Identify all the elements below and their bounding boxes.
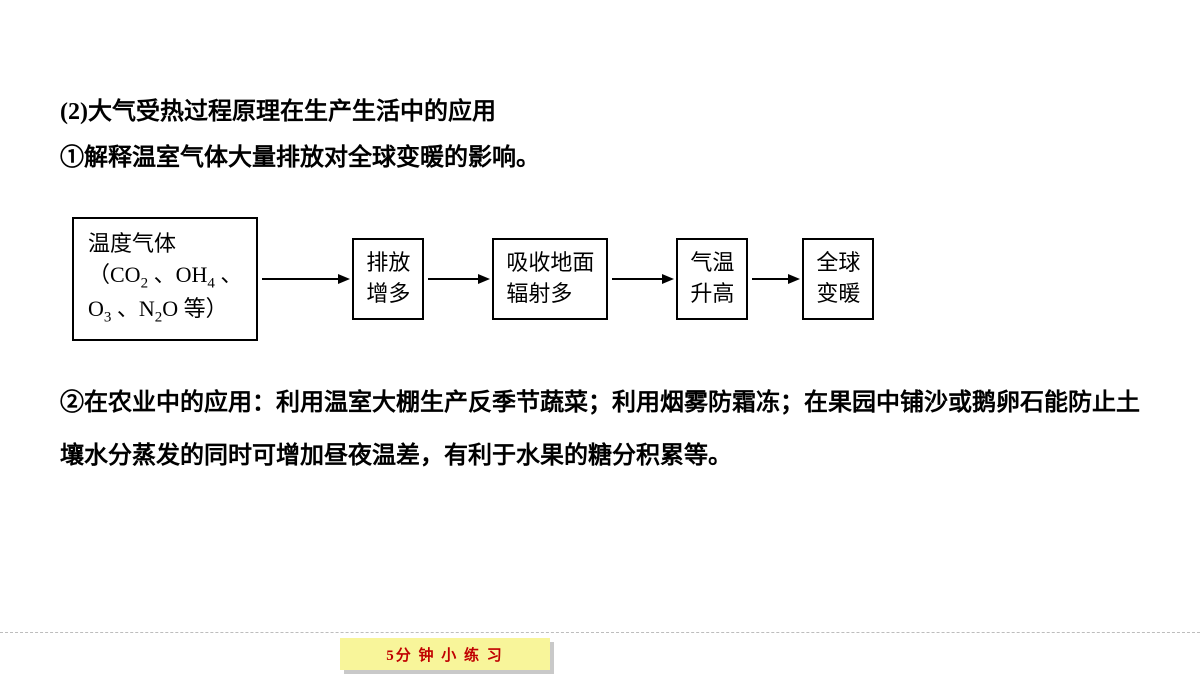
flow-node-temperature-rise: 气温 升高 — [676, 238, 748, 320]
heading-line-1: (2)大气受热过程原理在生产生活中的应用 — [60, 90, 1140, 136]
n1l3-post: O 等） — [162, 296, 227, 321]
n1l2-sub1: 2 — [141, 275, 149, 291]
flow-node-absorb-radiation: 吸收地面 辐射多 — [492, 238, 608, 320]
n1l2-sub2: 4 — [207, 275, 215, 291]
n3l2: 辐射多 — [506, 279, 594, 310]
flow-node-greenhouse-gases: 温度气体 （CO2 、OH4 、 O3 、N2O 等） — [72, 217, 258, 341]
n4l2: 升高 — [690, 279, 734, 310]
n1l2-post: 、 — [215, 262, 243, 287]
node1-line3: O3 、N2O 等） — [88, 294, 242, 328]
n1l2-pre: （CO — [88, 262, 141, 287]
n2l1: 排放 — [366, 248, 410, 279]
heading-line-2: ①解释温室气体大量排放对全球变暖的影响。 — [60, 136, 1140, 182]
footer-divider: 5分 钟 小 练 习 — [0, 632, 1200, 670]
arrow-4 — [750, 269, 800, 289]
n5l2: 变暖 — [816, 279, 860, 310]
footer-label: 5分 钟 小 练 习 — [386, 644, 504, 665]
flowchart: 温度气体 （CO2 、OH4 、 O3 、N2O 等） 排放 增多 吸收地面 辐… — [72, 217, 1140, 341]
n4l1: 气温 — [690, 248, 734, 279]
flow-node-emission-increase: 排放 增多 — [352, 238, 424, 320]
arrow-1 — [260, 269, 350, 289]
n1l2-mid: 、OH — [148, 262, 207, 287]
n1l3-pre: O — [88, 296, 104, 321]
node1-line1: 温度气体 — [88, 229, 242, 260]
footer-practice-box: 5分 钟 小 练 习 — [340, 638, 550, 670]
application-paragraph: ②在农业中的应用：利用温室大棚生产反季节蔬菜；利用烟雾防霜冻；在果园中铺沙或鹅卵… — [60, 377, 1140, 483]
n1l3-mid: 、N — [111, 296, 154, 321]
n2l2: 增多 — [366, 279, 410, 310]
n5l1: 全球 — [816, 248, 860, 279]
arrow-2 — [426, 269, 490, 289]
node1-line2: （CO2 、OH4 、 — [88, 260, 242, 294]
flow-node-global-warming: 全球 变暖 — [802, 238, 874, 320]
arrow-3 — [610, 269, 674, 289]
n3l1: 吸收地面 — [506, 248, 594, 279]
